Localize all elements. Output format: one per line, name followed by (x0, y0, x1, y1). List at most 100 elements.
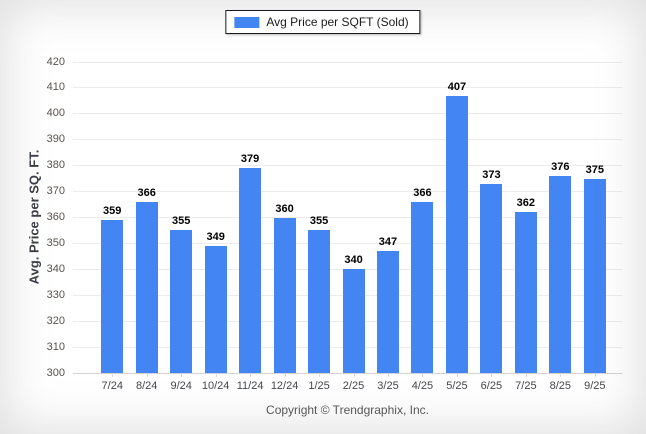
x-tick-label-1/25: 1/25 (308, 380, 330, 392)
bar-value-label: 366 (137, 186, 156, 199)
x-axis-tick (250, 373, 252, 377)
category-slot-5/25: 407 5/25 (440, 62, 474, 392)
x-tick-label-4/25: 4/25 (411, 380, 434, 392)
gridline-380 (73, 165, 622, 167)
bar-7/24[interactable]: 359 (101, 205, 124, 373)
category-slot-7/24: 359 7/24 (95, 62, 129, 392)
legend-swatch-icon (234, 16, 260, 28)
category-slot-9/25: 375 9/25 (578, 62, 612, 392)
category-slot-4/25: 366 4/25 (405, 62, 439, 392)
x-tick-label-8/24: 8/24 (135, 380, 158, 392)
category-slot-2/25: 340 2/25 (336, 62, 370, 392)
x-tick-label-9/24: 9/24 (170, 380, 192, 392)
category-slot-8/25: 376 8/25 (543, 62, 577, 392)
x-tick-label-11/24: 11/24 (236, 380, 264, 392)
bar-11/24[interactable]: 379 (239, 153, 262, 373)
gridline-370 (73, 191, 622, 193)
bar-value-label: 375 (585, 163, 604, 176)
y-tick-label-410: 410 (46, 81, 65, 94)
category-slot-1/25: 355 1/25 (302, 62, 336, 392)
bar-5/25[interactable]: 407 (445, 81, 468, 373)
y-tick-label-310: 310 (46, 340, 65, 353)
gridline-350 (73, 242, 622, 244)
bar-8/25[interactable]: 376 (549, 161, 572, 373)
bar-9/24[interactable]: 355 (170, 215, 193, 373)
x-axis-tick (491, 373, 493, 377)
y-tick-label-360: 360 (46, 211, 65, 223)
gridline-390 (73, 139, 622, 141)
bar-value-label: 360 (275, 202, 294, 215)
x-axis-tick (560, 373, 562, 377)
category-slot-11/24: 379 11/24 (233, 62, 267, 392)
y-tick-label-350: 350 (46, 236, 65, 249)
x-axis-tick (146, 373, 148, 377)
bar-12/24[interactable]: 360 (273, 203, 296, 373)
bar-value-label: 340 (344, 254, 363, 267)
category-slot-3/25: 347 3/25 (371, 62, 405, 392)
bar-value-label: 349 (206, 231, 225, 244)
bar-value-label: 376 (551, 161, 570, 174)
bar-value-label: 366 (413, 186, 432, 199)
gridline-360 (73, 217, 622, 218)
y-tick-label-320: 320 (46, 314, 65, 327)
bar-3/25[interactable]: 347 (376, 236, 399, 373)
bar-value-label: 407 (447, 80, 467, 93)
y-tick-label-370: 370 (46, 185, 65, 198)
bar-value-label: 373 (482, 168, 501, 181)
x-axis-tick (112, 373, 114, 377)
category-slot-12/24: 360 12/24 (267, 62, 301, 393)
bar-value-label: 355 (309, 215, 329, 228)
y-tick-label-400: 400 (46, 107, 65, 120)
x-tick-label-12/24: 12/24 (270, 380, 299, 392)
x-tick-label-6/25: 6/25 (480, 380, 503, 392)
gridline-340 (73, 268, 622, 270)
copyright-text: Copyright © Trendgraphix, Inc. (266, 403, 429, 417)
x-tick-label-8/25: 8/25 (549, 380, 572, 392)
legend: Avg Price per SQFT (Sold) (225, 10, 421, 34)
bar-9/25[interactable]: 375 (583, 164, 606, 373)
bar-value-label: 362 (516, 197, 536, 210)
bar-value-label: 355 (171, 215, 191, 228)
x-tick-label-3/25: 3/25 (377, 380, 399, 392)
x-tick-label-7/25: 7/25 (515, 380, 537, 392)
bar-10/24[interactable]: 349 (204, 231, 227, 373)
x-axis-tick (525, 373, 527, 377)
gridline-410 (73, 87, 622, 89)
bar-2/25[interactable]: 340 (342, 254, 365, 373)
x-tick-label-7/24: 7/24 (101, 380, 123, 392)
category-slot-8/24: 366 8/24 (129, 62, 163, 392)
x-tick-label-9/25: 9/25 (584, 380, 606, 392)
y-tick-label-420: 420 (46, 55, 65, 68)
bar-1/25[interactable]: 355 (308, 215, 331, 373)
x-axis-tick (215, 373, 217, 377)
x-tick-label-10/24: 10/24 (201, 380, 230, 392)
x-axis-tick (319, 373, 321, 377)
x-axis-tick (353, 373, 355, 377)
bar-value-label: 359 (103, 205, 122, 218)
category-slot-9/24: 355 9/24 (164, 62, 198, 392)
category-slot-6/25: 373 6/25 (474, 62, 508, 392)
bar-8/24[interactable]: 366 (135, 187, 158, 373)
x-tick-label-5/25: 5/25 (446, 380, 468, 392)
bar-4/25[interactable]: 366 (411, 187, 434, 373)
x-axis-tick (594, 373, 596, 377)
category-slot-7/25: 362 7/25 (509, 62, 543, 392)
bar-6/25[interactable]: 373 (480, 169, 503, 373)
gridline-400 (73, 113, 622, 115)
gridline-300 (73, 372, 622, 374)
y-tick-label-340: 340 (46, 262, 65, 275)
x-axis-tick (422, 373, 424, 377)
x-tick-label-2/25: 2/25 (342, 380, 365, 392)
bar-value-label: 379 (240, 153, 260, 166)
plot-area: 300 310 320 330 340 350 360 370 380 390 400 410 420 … (47, 56, 622, 393)
y-tick-label-390: 390 (46, 133, 65, 146)
y-tick-label-330: 330 (46, 288, 65, 301)
bar-value-label: 347 (378, 236, 398, 249)
bar-7/25[interactable]: 362 (514, 197, 537, 373)
category-slot-10/24: 349 10/24 (198, 62, 232, 392)
legend-label: Avg Price per SQFT (Sold) (266, 15, 409, 29)
gridline-420 (73, 61, 622, 63)
bars-row: 359 7/24 366 8/24 355 9/24 349 10/24 379 11/24 360… (73, 62, 622, 393)
x-axis-tick (456, 373, 458, 377)
